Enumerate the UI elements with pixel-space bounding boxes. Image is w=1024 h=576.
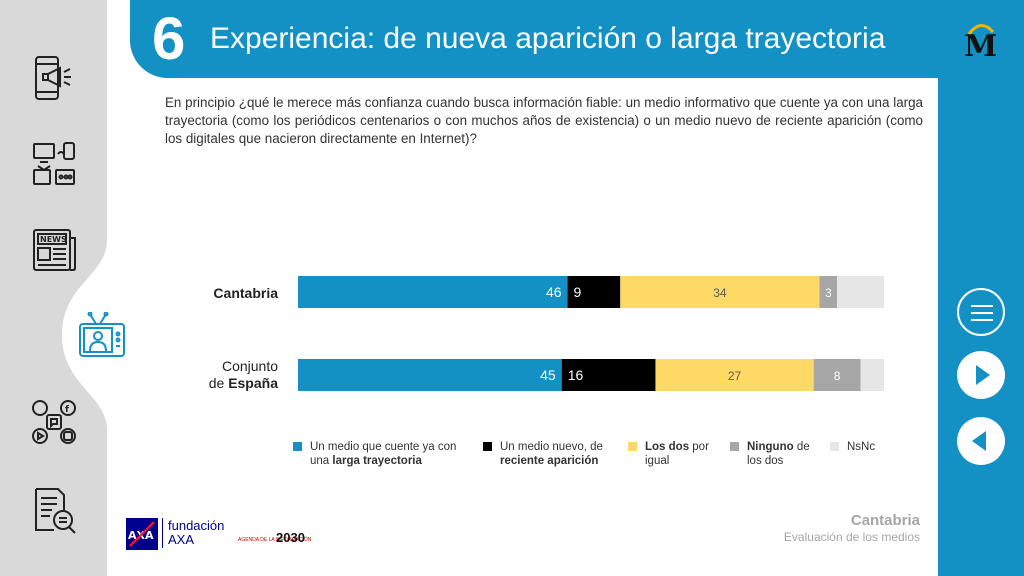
survey-question: En principio ¿qué le merece más confianz… [165,95,923,146]
footer-subtitle: Evaluación de los medios [783,530,920,544]
bar-segment-1-4 [860,359,884,391]
sidebar-active-bulge [62,240,160,430]
row-label-espana: Conjunto de España [208,358,278,391]
page-title: Experiencia: de nueva aparición o larga … [210,22,886,55]
bar-label-1-2: 27 [728,369,742,383]
legend-swatch [628,442,637,451]
stacked-bar-chart: 46 9 34 3 45 16 27 8 [298,276,884,391]
bar-segment-1-3 [813,359,861,391]
row-label-cantabria: Cantabria [213,285,278,301]
bar-segment-0-0 [298,276,568,308]
bar-label-0-1: 9 [574,284,582,300]
next-button[interactable] [957,351,1005,399]
axa-divider [162,518,163,548]
fundacion-axa-label: fundación AXA [168,518,225,547]
agenda-small-text: AGENDA DE LA INFORMACIÓN [238,537,312,543]
prev-button[interactable] [957,417,1005,465]
agenda-2030-logo: 2030 [276,530,305,545]
next-arrow-icon [976,365,990,385]
bar-segment-0-3 [819,276,838,308]
bar-label-1-1: 16 [568,367,584,383]
masthead-logo-icon: M [964,24,997,60]
bar-segment-0-2 [620,276,820,308]
svg-text:f: f [65,405,69,415]
axa-logo-icon: AXA [126,518,158,550]
bar-label-1-0: 45 [540,367,556,383]
legend-swatch [293,442,302,451]
bar-segment-1-1 [561,359,656,391]
document-search-icon[interactable] [30,486,78,534]
bar-segment-1-2 [655,359,814,391]
legend-swatch [730,442,739,451]
chart-legend: Un medio que cuente ya con una larga tray… [293,440,893,476]
bar-label-0-0: 46 [546,284,562,300]
newspaper-icon[interactable]: NEWS [30,226,78,274]
bar-label-0-2: 34 [713,286,727,300]
bar-label-1-3: 8 [834,369,841,383]
bar-label-0-3: 3 [825,286,832,300]
footer-region: Cantabria [850,512,920,529]
devices-icon[interactable] [30,140,78,188]
header-bar [130,0,938,78]
section-number: 6 [152,5,186,72]
social-media-icon[interactable]: f [30,398,78,446]
bar-segment-0-1 [567,276,621,308]
menu-icon [971,305,993,321]
menu-button[interactable] [957,288,1005,336]
legend-swatch [483,442,492,451]
svg-text:NEWS: NEWS [40,235,67,244]
svg-text:M: M [964,29,997,60]
phone-megaphone-icon[interactable] [30,54,78,102]
bar-segment-0-4 [837,276,884,308]
legend-swatch [830,442,839,451]
prev-arrow-icon [972,431,986,451]
bar-segment-1-0 [298,359,562,391]
header-tab [130,0,192,78]
tv-presenter-icon[interactable] [78,311,126,360]
